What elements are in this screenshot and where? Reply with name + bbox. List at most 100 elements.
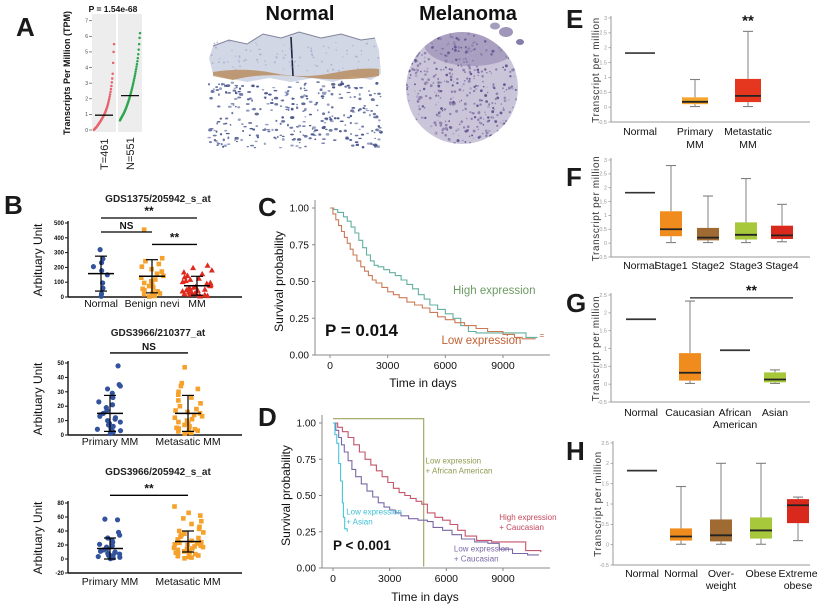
svg-text:Metasatic MM: Metasatic MM [155, 436, 220, 448]
panel-letter-f: F [566, 162, 582, 192]
svg-text:0: 0 [61, 433, 65, 439]
svg-text:1.00: 1.00 [290, 204, 310, 215]
svg-text:0: 0 [85, 128, 88, 134]
svg-text:Metastatic: Metastatic [724, 126, 772, 138]
svg-text:0: 0 [61, 295, 65, 301]
svg-text:2: 2 [604, 186, 607, 192]
panel-c-survival-curve: 0.00 0.25 0.50 0.75 1.00 0 3000 6000 9000 Time in… [272, 200, 550, 390]
svg-text:0.75: 0.75 [297, 455, 317, 466]
svg-text:T=461: T=461 [99, 139, 111, 171]
svg-text:1: 1 [85, 112, 88, 118]
svg-text:20: 20 [57, 543, 64, 549]
svg-text:0.50: 0.50 [297, 491, 317, 502]
panel-letter-d: D [258, 402, 277, 432]
svg-text:0.5: 0.5 [599, 227, 607, 233]
svg-text:6000: 6000 [435, 573, 459, 585]
svg-text:Survival probability: Survival probability [272, 231, 286, 332]
svg-text:50: 50 [57, 361, 64, 367]
svg-text:0: 0 [61, 557, 65, 563]
svg-text:0.00: 0.00 [297, 564, 317, 575]
svg-text:Primary: Primary [677, 126, 714, 138]
svg-text:Stage1: Stage1 [654, 260, 687, 272]
svg-text:-0.5: -0.5 [598, 255, 607, 261]
svg-text:Over-: Over- [708, 568, 735, 580]
melanoma-histology-title: Melanoma [419, 3, 517, 25]
svg-text:2.5: 2.5 [599, 31, 607, 37]
svg-text:Metasatic MM: Metasatic MM [155, 576, 220, 588]
svg-text:weight: weight [705, 580, 736, 592]
svg-text:Arbituary Unit: Arbituary Unit [31, 362, 45, 435]
svg-text:N=551: N=551 [125, 137, 137, 170]
svg-text:0: 0 [606, 542, 609, 548]
svg-text:5: 5 [85, 50, 88, 56]
svg-text:400: 400 [54, 236, 65, 242]
svg-text:+ African American: + African American [426, 467, 493, 476]
svg-text:MM: MM [686, 139, 704, 151]
svg-text:1: 1 [604, 346, 607, 352]
panel-letter-e: E [566, 4, 584, 34]
svg-text:1.5: 1.5 [599, 60, 607, 66]
svg-text:9000: 9000 [491, 573, 515, 585]
svg-text:100: 100 [54, 280, 65, 286]
svg-text:3000: 3000 [376, 360, 400, 372]
svg-text:High expression: High expression [499, 513, 556, 522]
svg-text:**: ** [742, 12, 754, 29]
svg-text:2.5: 2.5 [599, 172, 607, 178]
panel-a-tpm-scatter: P = 1.54e-68 Transcripts Per Million (TPM… [62, 4, 142, 171]
panel-b2-dot-plot: GDS3966/210377_at Arbituary Unit 0 10 20 30 40… [31, 328, 242, 448]
normal-histology-image [207, 31, 383, 149]
svg-text:Survival probability: Survival probability [279, 445, 293, 546]
panel-d-survival-curve: 0.00 0.25 0.50 0.75 1.00 0 3000 6000 9000 Time in… [279, 415, 557, 604]
svg-text:P = 1.54e-68: P = 1.54e-68 [89, 4, 138, 14]
svg-text:0.5: 0.5 [601, 522, 609, 528]
panel-h-box-plot: -0.5 0 0.5 1 1.5 2 2.5 Transcript per million No… [593, 441, 818, 592]
svg-text:MM: MM [188, 298, 206, 310]
svg-text:Time in days: Time in days [391, 590, 459, 604]
svg-text:6000: 6000 [434, 360, 458, 372]
svg-text:40: 40 [57, 375, 64, 381]
svg-text:-0.5: -0.5 [600, 563, 609, 569]
svg-text:0.50: 0.50 [290, 277, 310, 288]
svg-text:+ Caucasian: + Caucasian [499, 523, 544, 532]
svg-text:Transcripts Per Million (TPM): Transcripts Per Million (TPM) [62, 11, 72, 135]
svg-text:Low expression: Low expression [426, 457, 482, 466]
svg-text:30: 30 [57, 390, 64, 396]
svg-text:1: 1 [604, 213, 607, 219]
panel-b1-dot-plot: GDS1375/205942_s_at Arbituary Unit 0 100 200… [31, 194, 242, 310]
svg-text:-0.5: -0.5 [598, 400, 607, 406]
svg-text:1.5: 1.5 [599, 328, 607, 334]
svg-text:**: ** [170, 230, 180, 244]
svg-text:0.5: 0.5 [599, 364, 607, 370]
svg-text:2: 2 [604, 311, 607, 317]
svg-text:200: 200 [54, 265, 65, 271]
svg-text:4: 4 [85, 65, 88, 71]
svg-text:=: = [539, 331, 544, 340]
svg-text:10: 10 [57, 419, 64, 425]
svg-text:Arbituary Unit: Arbituary Unit [31, 223, 45, 296]
svg-text:Caucasian: Caucasian [665, 407, 715, 419]
svg-text:Normal: Normal [625, 568, 659, 580]
panel-letter-g: G [566, 288, 587, 318]
svg-text:-20: -20 [55, 571, 64, 577]
svg-text:40: 40 [57, 529, 64, 535]
svg-text:Obese: Obese [746, 568, 777, 580]
svg-text:1: 1 [606, 502, 609, 508]
svg-text:Low expression: Low expression [441, 335, 521, 347]
svg-text:3000: 3000 [378, 573, 402, 585]
svg-text:Primary MM: Primary MM [82, 436, 139, 448]
svg-text:Primary MM: Primary MM [82, 576, 139, 588]
svg-text:African: African [719, 407, 752, 419]
svg-text:Transcript per million: Transcript per million [591, 156, 602, 262]
svg-text:Stage4: Stage4 [765, 260, 798, 272]
svg-text:Extreme: Extreme [778, 568, 817, 580]
svg-text:High expression: High expression [453, 285, 535, 297]
svg-text:0: 0 [604, 382, 607, 388]
svg-text:Low expression: Low expression [454, 544, 510, 553]
svg-text:1.5: 1.5 [601, 481, 609, 487]
panel-letter-c: C [258, 192, 277, 222]
svg-text:+ Caucasian: + Caucasian [454, 554, 499, 563]
svg-text:0: 0 [330, 573, 336, 585]
svg-text:0: 0 [604, 105, 607, 111]
